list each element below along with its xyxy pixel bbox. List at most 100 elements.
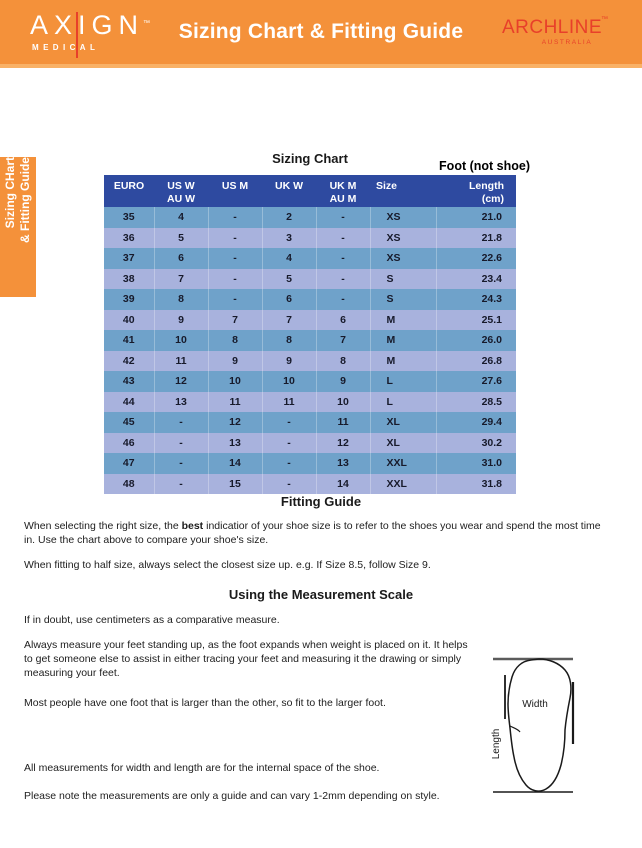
table-cell-us-w: 7 [154, 268, 209, 289]
table-cell-length: 26.0 [436, 330, 516, 351]
table-cell-euro: 46 [104, 432, 155, 453]
column-header-us-m: US M [208, 175, 262, 207]
table-cell-us-m: - [208, 268, 263, 289]
table-cell-size: S [370, 268, 437, 289]
axign-trademark-icon: ™ [143, 20, 150, 27]
table-cell-us-m: 12 [208, 412, 263, 433]
table-cell-size: XL [370, 432, 437, 453]
table-row: 39 8-6- S 24.3 [104, 289, 516, 310]
table-cell-us-m: 11 [208, 391, 263, 412]
archline-logo-subtitle: AUSTRALIA [541, 39, 593, 46]
table-row: 46-13-12 XL 30.2 [104, 432, 516, 453]
fitting-guide-title: Fitting Guide [280, 494, 362, 509]
table-cell-us-m: - [208, 248, 263, 269]
table-cell-uk-w: 2 [262, 207, 317, 228]
table-cell-euro: 35 [104, 207, 155, 228]
column-header-size-label: Size [376, 180, 398, 192]
table-cell-size: XL [370, 412, 437, 433]
table-row: 36 5-3- XS 21.8 [104, 227, 516, 248]
foot-measurement-diagram: Width Length [491, 657, 575, 793]
table-row: 37 6-4- XS 22.6 [104, 248, 516, 269]
table-cell-length: 21.0 [436, 207, 516, 228]
column-header-uk-m-label: UK M [329, 180, 357, 192]
table-cell-size: M [370, 309, 437, 330]
table-cell-us-m: 10 [208, 371, 263, 392]
sizing-table-head: EURO US W AU W US M UK W UK M AU M Size [104, 175, 516, 207]
table-cell-length: 31.0 [436, 453, 516, 474]
table-cell-us-m: - [208, 227, 263, 248]
sizing-table: EURO US W AU W US M UK W UK M AU M Size [104, 175, 516, 494]
archline-trademark-icon: ™ [601, 16, 608, 23]
table-cell-us-m: - [208, 207, 263, 228]
axign-logo-divider [76, 12, 78, 58]
header-band [0, 0, 642, 64]
table-cell-uk-w: 7 [262, 309, 317, 330]
table-cell-uk-w: 11 [262, 391, 317, 412]
axign-logo-subtitle: MEDICAL [32, 43, 100, 52]
table-cell-size: M [370, 350, 437, 371]
table-cell-length: 23.4 [436, 268, 516, 289]
table-cell-uk-m: - [316, 227, 371, 248]
column-header-us-m-label: US M [221, 180, 249, 192]
table-cell-us-w: - [154, 453, 209, 474]
table-cell-size: XXL [370, 473, 437, 494]
table-row: 35 4-2- XS 21.0 [104, 207, 516, 228]
table-cell-uk-w: 6 [262, 289, 317, 310]
table-row: 44 13 11 11 10 L 28.5 [104, 391, 516, 412]
measurement-paragraph-5: Please note the measurements are only a … [24, 790, 440, 802]
axign-medical-logo: AXIGN MEDICAL ™ [26, 12, 156, 58]
column-header-length: Length (cm) [436, 175, 516, 207]
measurement-paragraph-1: If in doubt, use centimeters as a compar… [24, 614, 280, 626]
table-cell-uk-w: 9 [262, 350, 317, 371]
header-underline-rule [0, 64, 642, 68]
table-cell-euro: 38 [104, 268, 155, 289]
table-cell-size: L [370, 371, 437, 392]
table-cell-euro: 39 [104, 289, 155, 310]
sizing-table-header-row: EURO US W AU W US M UK W UK M AU M Size [104, 175, 516, 207]
table-cell-uk-m: 14 [316, 473, 371, 494]
column-header-uk-w-label: UK W [275, 180, 303, 192]
column-header-length-unit: (cm) [481, 193, 504, 205]
table-cell-uk-m: 7 [316, 330, 371, 351]
table-cell-size: XS [370, 248, 437, 269]
table-row: 41 10 8 8 7 M 26.0 [104, 330, 516, 351]
table-cell-euro: 47 [104, 453, 155, 474]
side-tab-label: Sizing CHart & Fitting Guide [3, 157, 33, 297]
foot-not-shoe-caption: Foot (not shoe) [439, 159, 530, 173]
table-cell-us-m: 9 [208, 350, 263, 371]
table-cell-uk-w: 3 [262, 227, 317, 248]
table-cell-euro: 45 [104, 412, 155, 433]
sizing-chart-caption: Sizing Chart [272, 151, 348, 166]
side-tab-label-line2: & Fitting Guide [18, 157, 32, 243]
table-cell-us-w: 8 [154, 289, 209, 310]
table-cell-us-w: 4 [154, 207, 209, 228]
diagram-width-label: Width [522, 699, 548, 710]
measurement-scale-title: Using the Measurement Scale [228, 587, 414, 602]
table-cell-euro: 40 [104, 309, 155, 330]
column-header-euro-label: EURO [113, 180, 145, 192]
measurement-paragraph-2: Always measure your feet standing up, as… [24, 639, 468, 679]
side-tab-sizing-chart[interactable]: Sizing CHart & Fitting Guide [0, 157, 36, 297]
table-cell-length: 27.6 [436, 371, 516, 392]
column-header-us-w-label: US W [167, 180, 195, 192]
table-row: 40 9 7 7 6 M 25.1 [104, 309, 516, 330]
table-cell-euro: 48 [104, 473, 155, 494]
column-header-uk-w: UK W [262, 175, 316, 207]
column-header-us-w: US W AU W [154, 175, 208, 207]
fitting-guide-paragraph-2: When fitting to half size, always select… [24, 559, 431, 571]
table-cell-us-m: 8 [208, 330, 263, 351]
table-row: 45-12-11 XL 29.4 [104, 412, 516, 433]
table-cell-uk-m: - [316, 207, 371, 228]
table-cell-size: L [370, 391, 437, 412]
page-title: Sizing Chart & Fitting Guide [178, 20, 464, 43]
table-cell-euro: 44 [104, 391, 155, 412]
diagram-length-label: Length [491, 729, 502, 760]
table-cell-us-w: 5 [154, 227, 209, 248]
table-row: 38 7-5- S 23.4 [104, 268, 516, 289]
table-cell-size: XS [370, 227, 437, 248]
fitting-guide-paragraph-1: When selecting the right size, the best … [24, 519, 604, 547]
table-cell-length: 26.8 [436, 350, 516, 371]
table-cell-uk-m: 8 [316, 350, 371, 371]
table-cell-length: 29.4 [436, 412, 516, 433]
